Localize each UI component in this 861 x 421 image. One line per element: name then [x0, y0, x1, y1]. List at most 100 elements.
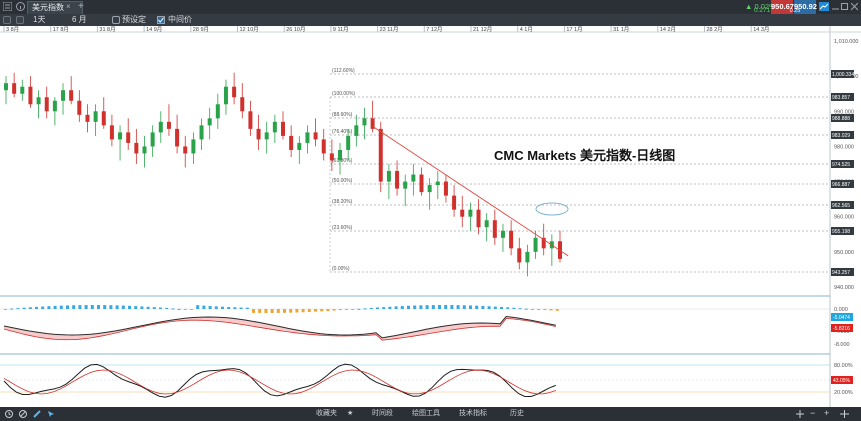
zoom-in-icon[interactable]: +	[824, 408, 830, 418]
prohibit-icon[interactable]	[19, 410, 27, 420]
candle-body	[158, 121, 163, 133]
macd-histogram-bar	[407, 305, 410, 309]
fib-price-tag	[831, 180, 854, 188]
grid-icon[interactable]	[3, 16, 11, 24]
price-chart[interactable]: 3 8月 17 8月 31 8月 14 9月 28 9月 12 10月 26 10月 9 11…	[0, 26, 861, 407]
macd-histogram-bar	[47, 306, 51, 309]
macd-histogram-bar	[376, 307, 379, 309]
chart-overlay-title: CMC Markets 美元指数-日线图	[494, 148, 675, 163]
macd-histogram-bar	[208, 306, 212, 309]
chart-background	[0, 26, 861, 407]
x-tick-label: 31 1月	[613, 26, 629, 33]
timeframe-button[interactable]: 时间段	[372, 410, 393, 417]
toolbar: 1天 6 月 预设定 中间价	[0, 14, 861, 26]
move-icon[interactable]	[840, 410, 849, 420]
candle-body	[435, 181, 440, 186]
indicators-button[interactable]: 技术指标	[459, 410, 487, 417]
macd-histogram-bar	[159, 307, 162, 309]
chart-area[interactable]: 3 8月 17 8月 31 8月 14 9月 28 9月 12 10月 26 10月 9 11…	[0, 26, 861, 407]
new-tab-button[interactable]: +	[78, 1, 84, 12]
candle-body	[378, 128, 383, 182]
checkbox-icon[interactable]	[157, 16, 165, 26]
candle-body	[183, 146, 188, 154]
fib-price-text: 955.198	[832, 229, 850, 235]
macd-histogram-bar	[400, 306, 404, 309]
sell-price[interactable]: 950.67	[771, 0, 794, 14]
preset-icon[interactable]	[112, 16, 120, 24]
trendline-segment	[372, 125, 569, 257]
menu-icon[interactable]	[2, 1, 13, 13]
candle-body	[386, 171, 391, 182]
macd-histogram-bar	[357, 308, 361, 310]
x-tick-label: 9 11月	[333, 26, 349, 33]
candle-body	[533, 237, 538, 252]
drawing-tools-button[interactable]: 绘图工具	[412, 410, 440, 417]
candle-body	[215, 104, 220, 119]
macd-histogram-bar	[475, 305, 479, 309]
spread: 0.25	[789, 8, 801, 14]
trendline[interactable]	[372, 125, 569, 257]
macd-histogram-bar	[202, 305, 206, 309]
fibonacci-retracement[interactable]: (112.60%) 1,000.334 (100.00%) 983.857 (88.60…	[329, 68, 854, 276]
tab-instrument[interactable]: 美元指数	[27, 1, 83, 14]
signal-line	[3, 318, 556, 341]
candle-body	[85, 114, 90, 122]
maximize-icon[interactable]	[841, 2, 848, 13]
fib-price-tag	[831, 70, 854, 78]
macd-histogram-bar	[196, 305, 200, 309]
candle-body	[69, 90, 74, 101]
pencil-icon[interactable]	[33, 410, 41, 420]
clock-icon[interactable]	[5, 410, 13, 420]
preset-button[interactable]: 预设定	[122, 15, 146, 24]
change-value: 0.271	[754, 7, 771, 14]
minimize-icon[interactable]	[832, 2, 839, 13]
candle-body	[12, 83, 17, 94]
x-tick-label: 28 2月	[707, 26, 723, 33]
close-icon[interactable]: ×	[66, 2, 71, 11]
candle-body	[305, 132, 310, 143]
candle-body	[44, 97, 49, 112]
candle-body	[28, 86, 33, 105]
favorites-button[interactable]: 收藏夹	[316, 410, 337, 417]
info-icon[interactable]	[16, 2, 25, 13]
fib-price-tag	[831, 160, 854, 168]
macd-histogram-bar	[66, 305, 69, 309]
window-close-icon[interactable]	[850, 2, 859, 13]
macd-histogram-bar	[4, 309, 7, 310]
macd-histogram-bar	[413, 305, 417, 309]
macd-histogram-bar	[537, 309, 541, 310]
fib-price-text: 1,000.334	[832, 72, 854, 78]
chart-icon[interactable]	[819, 2, 829, 13]
macd-histogram-bar	[59, 305, 63, 309]
midprice-label[interactable]: 中间价	[168, 15, 192, 24]
star-icon[interactable]: ★	[347, 410, 354, 417]
macd-histogram-bar	[103, 305, 107, 309]
fib-price-text: 983.857	[832, 95, 850, 101]
macd-histogram-bar	[171, 308, 175, 310]
buy-price[interactable]: 950.92	[794, 0, 817, 14]
stochastic-pane: 80.00%40.00%20.00%43.05%	[0, 363, 853, 398]
x-tick-label: 3 8月	[6, 26, 19, 33]
candle-body	[468, 209, 473, 217]
macd-histogram-bar	[456, 305, 460, 309]
period-select[interactable]: 6 月	[72, 15, 87, 24]
cursor-icon[interactable]	[47, 410, 55, 420]
macd-histogram-bar	[134, 306, 138, 309]
fib-level-percent: (50.00%)	[332, 178, 353, 184]
fib-level-percent: (61.80%)	[332, 158, 353, 164]
history-button[interactable]: 历史	[510, 410, 524, 417]
macd-histogram-bar	[332, 309, 336, 311]
timeframe-select[interactable]: 1天	[33, 15, 46, 24]
zoom-out-icon[interactable]: −	[810, 408, 816, 418]
macd-histogram-bar	[531, 309, 534, 310]
crosshair-icon[interactable]	[796, 410, 804, 420]
stoch-d-line	[3, 369, 556, 395]
candle-body	[484, 220, 489, 228]
fib-price-tag	[831, 201, 854, 209]
candle-body	[313, 132, 318, 140]
macd-histogram-bar	[363, 308, 367, 310]
macd-histogram-bar	[301, 309, 305, 313]
annotation-ellipse[interactable]	[535, 202, 569, 216]
fib-level-percent: (38.20%)	[332, 199, 353, 205]
layout-icon[interactable]	[16, 16, 24, 24]
